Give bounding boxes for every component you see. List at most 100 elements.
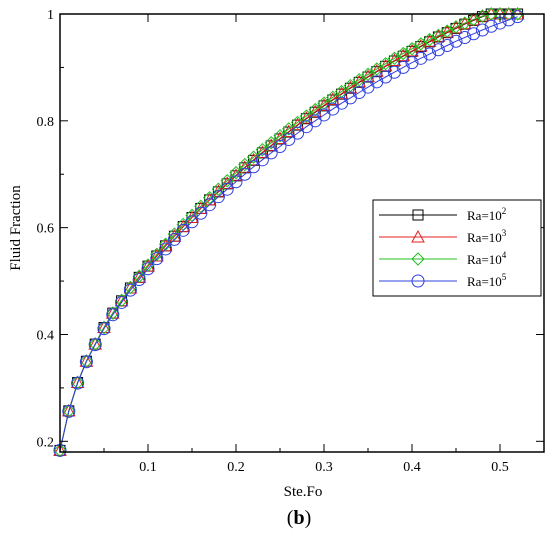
legend-label: Ra=102 — [467, 206, 506, 223]
data-point — [71, 376, 85, 390]
y-tick-label: 0.4 — [37, 328, 55, 343]
data-point — [282, 122, 296, 136]
data-point — [282, 133, 296, 147]
data-point — [431, 43, 445, 57]
y-tick-label: 0.6 — [37, 222, 55, 237]
data-point — [203, 198, 217, 212]
data-point — [256, 147, 268, 159]
data-point — [264, 146, 278, 160]
panel-label-letter: b — [293, 507, 304, 529]
data-point — [167, 232, 181, 246]
data-point — [327, 94, 339, 106]
data-point — [176, 223, 190, 237]
data-point — [79, 354, 94, 367]
data-point — [273, 129, 287, 143]
data-point — [79, 354, 94, 368]
data-point — [264, 136, 278, 150]
data-point — [405, 56, 419, 70]
data-point — [211, 190, 225, 204]
data-point — [318, 100, 330, 112]
data-point — [88, 337, 102, 351]
data-point — [202, 191, 217, 205]
data-point — [431, 28, 446, 43]
data-point — [211, 182, 226, 196]
data-point — [396, 46, 410, 61]
data-point — [308, 114, 322, 128]
data-point — [265, 140, 277, 152]
data-point — [308, 102, 322, 117]
legend-label: Ra=103 — [467, 228, 507, 245]
legend-label-exponent: 3 — [502, 228, 507, 238]
data-point — [484, 19, 498, 33]
legend-label-base: Ra=10 — [467, 274, 502, 289]
legend-label-base: Ra=10 — [467, 252, 502, 267]
data-point — [283, 126, 295, 138]
data-point — [309, 106, 321, 118]
data-point — [405, 42, 419, 56]
data-point — [229, 175, 243, 189]
data-point — [423, 47, 437, 61]
x-tick-label: 0.5 — [491, 460, 509, 475]
data-point — [414, 51, 428, 65]
data-point — [247, 160, 261, 174]
data-point — [246, 150, 261, 164]
data-point — [370, 62, 384, 76]
x-tick-label: 0.1 — [139, 460, 157, 475]
data-point — [115, 295, 129, 309]
data-point — [88, 338, 102, 352]
data-point — [176, 219, 191, 233]
data-point — [458, 31, 472, 45]
data-point — [97, 320, 111, 335]
data-point — [230, 170, 242, 182]
y-tick-label: 0.8 — [37, 115, 55, 130]
legend-entry-2: Ra=103 — [379, 228, 507, 245]
legend-label: Ra=104 — [467, 250, 507, 267]
legend-entry-3: Ra=104 — [379, 250, 507, 267]
data-point — [467, 27, 481, 41]
data-point — [238, 167, 252, 181]
legend-label-exponent: 4 — [502, 250, 507, 260]
data-point — [97, 322, 111, 336]
legend-label-exponent: 2 — [502, 206, 507, 216]
data-point — [299, 109, 314, 123]
data-point — [150, 252, 164, 266]
data-point — [194, 199, 208, 213]
panel-label-open: ( — [287, 507, 294, 529]
data-point — [88, 337, 103, 350]
legend-entry-1: Ra=102 — [379, 206, 506, 223]
legend-entry-4: Ra=105 — [379, 272, 507, 289]
data-point — [141, 258, 155, 272]
data-point — [97, 320, 111, 334]
data-point — [61, 403, 76, 417]
data-point — [106, 308, 120, 322]
data-point — [62, 404, 76, 418]
data-point — [291, 126, 305, 140]
data-point — [422, 32, 437, 47]
data-point — [70, 375, 85, 389]
data-point — [106, 306, 120, 320]
data-point — [194, 206, 208, 220]
data-point — [387, 51, 402, 66]
data-point — [141, 262, 155, 276]
legend-marker — [412, 209, 424, 221]
data-point — [300, 113, 312, 125]
data-point — [511, 10, 525, 24]
data-point — [317, 108, 331, 122]
legend-label-exponent: 5 — [502, 272, 507, 282]
plot-frame — [59, 13, 545, 453]
panel-label-close: ) — [305, 507, 312, 529]
data-point — [255, 142, 270, 157]
data-point — [475, 23, 489, 37]
data-point — [53, 443, 67, 456]
data-point — [274, 133, 286, 145]
data-point — [105, 306, 120, 319]
legend-label-base: Ra=10 — [467, 230, 502, 245]
data-point — [255, 153, 269, 167]
y-tick-label: 0.2 — [37, 435, 55, 450]
data-point — [440, 39, 454, 53]
data-point — [248, 154, 260, 166]
data-point — [449, 34, 463, 48]
data-point — [159, 242, 173, 256]
